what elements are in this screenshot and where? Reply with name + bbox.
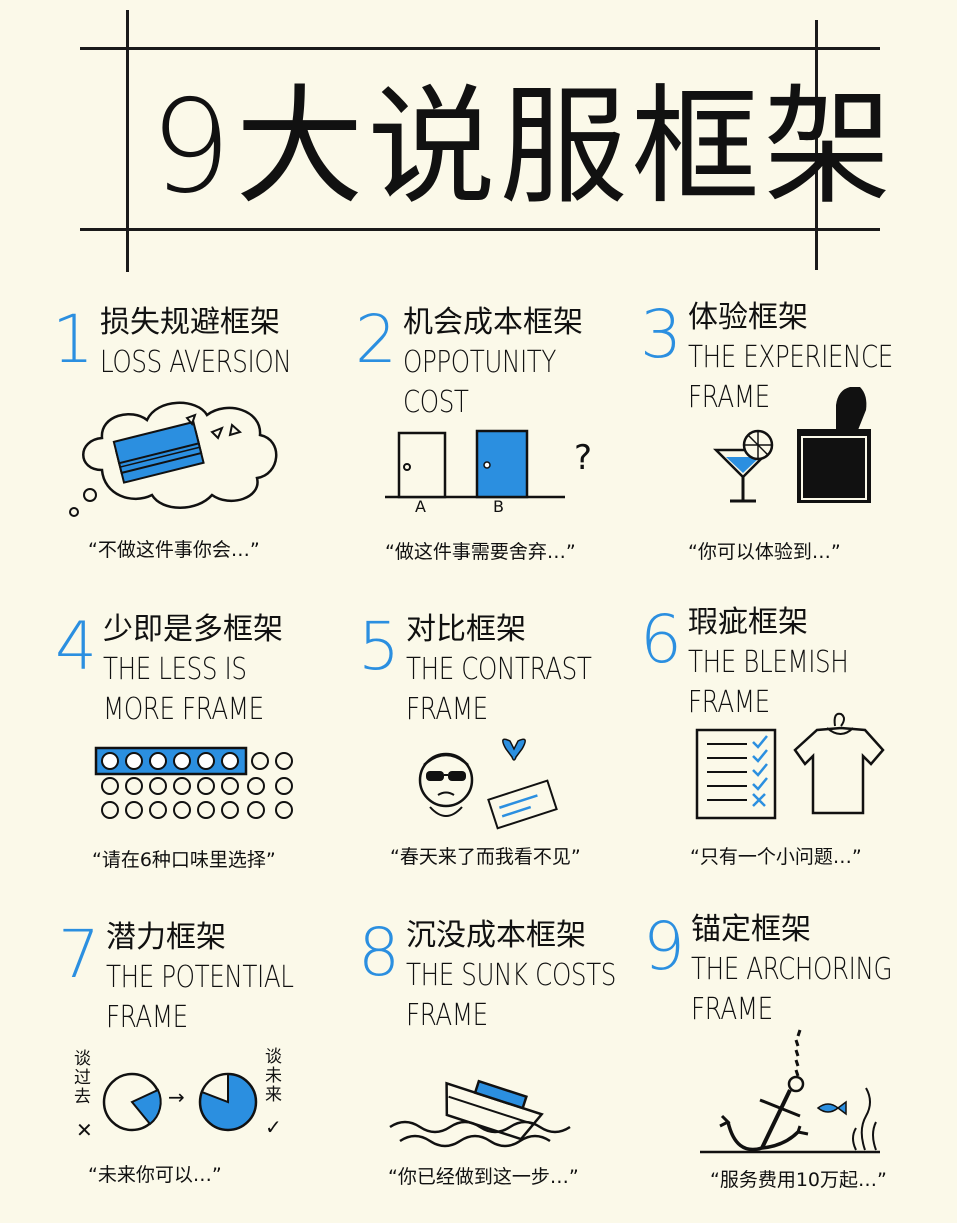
frame-title-en: THE CONTRAST FRAME: [406, 652, 592, 727]
right-note: 谈未来: [265, 1047, 282, 1105]
frame-number: 7: [58, 916, 100, 993]
frame-card-3: 3 体验框架 THE EXPERIENCE FRAME: [640, 300, 940, 600]
right-mark: ✓: [265, 1115, 282, 1139]
question-mark: ?: [574, 438, 593, 478]
frame-quote: “请在6种口味里选择”: [92, 849, 276, 871]
frame-title-zh: 沉没成本框架: [406, 918, 586, 953]
frame-title-en: OPPOTUNITY COST: [403, 345, 557, 420]
frame-card-2: 2 机会成本框架 OPPOTUNITY COST: [355, 305, 655, 605]
frame-number: 8: [358, 914, 400, 991]
frame-card-5: 5 对比框架 THE CONTRAST FRAME: [358, 612, 658, 912]
cocktail-and-wine-bucket-icon: [712, 387, 871, 503]
frame-card-6: 6 瑕疵框架 THE BLEMISH FRAME: [640, 605, 940, 905]
frame-title-en: THE SUNK COSTS FRAME: [406, 958, 616, 1033]
frame-line-top: [80, 47, 880, 50]
money-stack-thought-cloud-icon: [69, 401, 278, 517]
frame-title-zh: 体验框架: [688, 300, 808, 335]
left-note: 谈过去: [74, 1049, 91, 1107]
page-title: 9大说服框架: [150, 73, 896, 222]
frame-line-bottom: [80, 228, 880, 231]
frame-card-7: 7 潜力框架 THE POTENTIAL FRAME: [58, 920, 358, 1220]
frame-number: 2: [355, 301, 397, 378]
frame-title-en: THE LESS IS MORE FRAME: [103, 652, 264, 727]
frame-card-1: 1 损失规避框架 LOSS AVERSION: [52, 305, 352, 605]
frame-title-en: LOSS AVERSION: [100, 345, 292, 380]
pie-charts-icon: [102, 1072, 258, 1132]
frame-line-right: [815, 20, 818, 270]
frame-quote: “你已经做到这一步…”: [388, 1166, 579, 1188]
frame-quote: “只有一个小问题…”: [690, 846, 862, 868]
frame-title-en: THE EXPERIENCE FRAME: [688, 340, 893, 415]
blind-man-sign-icon: [418, 738, 558, 830]
arrow-icon: →: [168, 1085, 185, 1109]
frame-title-zh: 损失规避框架: [100, 305, 280, 340]
frame-quote: “你可以体验到…”: [688, 541, 841, 563]
circles-grid-icon: [94, 746, 293, 819]
frame-title-zh: 锚定框架: [691, 912, 811, 947]
checklist-shirt-icon: [695, 712, 885, 820]
frame-number: 3: [640, 296, 682, 373]
frame-card-4: 4 少即是多框架 THE LESS IS MORE FRAME: [55, 612, 355, 912]
frame-quote: “春天来了而我看不见”: [390, 846, 581, 868]
frame-number: 5: [358, 608, 400, 685]
frame-card-8: 8 沉没成本框架 THE SUNK COSTS FRAME: [358, 918, 658, 1218]
door-label-a: A: [415, 497, 426, 516]
frame-title-zh: 少即是多框架: [103, 612, 283, 647]
frame-number: 6: [640, 601, 682, 678]
frame-quote: “服务费用10万起…”: [710, 1169, 887, 1191]
frame-card-9: 9 锚定框架 THE ARCHORING FRAME: [643, 912, 943, 1212]
frame-title-zh: 瑕疵框架: [688, 605, 808, 640]
frame-quote: “未来你可以…”: [88, 1164, 222, 1186]
frame-quote: “做这件事需要舍弃…”: [385, 541, 576, 563]
frame-title-en: THE POTENTIAL FRAME: [106, 960, 294, 1035]
frame-quote: “不做这件事你会…”: [88, 539, 260, 561]
sinking-ship-icon: [389, 1079, 571, 1148]
frame-title-zh: 潜力框架: [106, 920, 226, 955]
door-label-b: B: [493, 497, 504, 516]
frame-title-zh: 机会成本框架: [403, 305, 583, 340]
left-mark: ✕: [76, 1118, 93, 1142]
frame-number: 4: [55, 608, 97, 685]
frame-title-zh: 对比框架: [406, 612, 526, 647]
frame-title-en: THE BLEMISH FRAME: [688, 645, 849, 720]
frame-number: 9: [643, 908, 685, 985]
title-frame: [0, 0, 957, 280]
anchor-icon: [700, 1029, 880, 1154]
two-doors-icon: [385, 429, 565, 499]
frame-number: 1: [52, 301, 94, 378]
frame-title-en: THE ARCHORING FRAME: [691, 952, 893, 1027]
frame-line-left: [126, 10, 129, 272]
